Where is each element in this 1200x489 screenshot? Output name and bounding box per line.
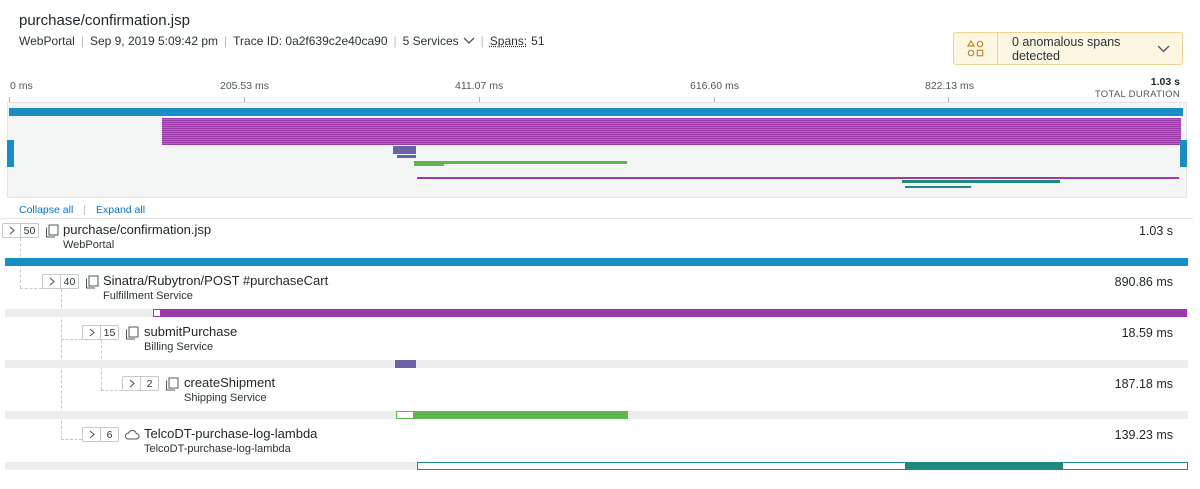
minimap-span (393, 146, 416, 154)
trace-id: Trace ID: 0a2f639c2e40ca90 (233, 34, 388, 48)
tree-connector (20, 288, 42, 289)
chevron-down-icon (1157, 45, 1170, 52)
span-name[interactable]: createShipment (184, 375, 276, 390)
anomalous-spans-dropdown[interactable]: 0 anomalous spans detected (953, 32, 1183, 65)
document-stack-icon (45, 224, 59, 238)
expand-all-link[interactable]: Expand all (96, 204, 146, 216)
axis-tick-label: 616.60 ms (690, 80, 740, 92)
axis-tick-label: 411.07 ms (455, 80, 504, 92)
span-track (5, 360, 1188, 368)
minimap-right-handle[interactable] (1180, 140, 1187, 167)
minimap-span (905, 186, 971, 188)
services-dropdown[interactable]: 5 Services (403, 34, 475, 48)
minimap-span-root (9, 108, 1183, 116)
span-name[interactable]: TelcoDT-purchase-log-lambda (144, 426, 318, 441)
child-count: 2 (146, 377, 153, 390)
span-service: Shipping Service (184, 392, 267, 404)
document-stack-icon (125, 326, 139, 340)
trace-timestamp: Sep 9, 2019 5:09:42 pm (89, 34, 219, 48)
span-bar[interactable] (414, 411, 628, 419)
tree-actions: Collapse all | Expand all (19, 204, 145, 216)
page-title: purchase/confirmation.jsp (19, 12, 190, 29)
total-duration-label: TOTAL DURATION (1094, 89, 1180, 100)
minimap-span-block (162, 118, 1181, 145)
span-expand-button[interactable]: 50 (2, 223, 39, 238)
spans-label[interactable]: Spans: (489, 34, 528, 48)
chevron-right-icon (43, 275, 61, 288)
child-count: 15 (103, 326, 116, 339)
tree-connector (101, 390, 122, 391)
chevron-right-icon (83, 326, 101, 339)
span-expand-button[interactable]: 40 (42, 274, 79, 289)
tree-connector (61, 339, 82, 340)
span-duration: 187.18 ms (1114, 377, 1173, 391)
divider: | (393, 34, 397, 48)
spans-count: 51 (531, 34, 545, 48)
span-duration: 18.59 ms (1121, 326, 1173, 340)
span-duration: 1.03 s (1138, 224, 1173, 238)
document-stack-icon (165, 377, 179, 391)
span-duration: 890.86 ms (1114, 275, 1173, 289)
anomaly-icon (954, 33, 998, 64)
child-count: 40 (63, 275, 76, 288)
axis-tick-label: 205.53 ms (220, 80, 270, 92)
divider: | (80, 34, 84, 48)
span-bar[interactable] (905, 462, 1063, 470)
span-expand-button[interactable]: 2 (122, 376, 159, 391)
minimap-span (417, 177, 1179, 179)
app-name: WebPortal (19, 34, 75, 48)
anomalous-spans-label: 0 anomalous spans detected (1012, 34, 1121, 63)
cloud-icon (124, 428, 140, 442)
tree-connector (61, 439, 82, 440)
axis-tick-label: 0 ms (10, 80, 33, 92)
axis-tick-label: 822.13 ms (925, 80, 975, 92)
minimap-span (902, 180, 1060, 183)
span-bar-wait (396, 411, 414, 419)
span-bar-wait (417, 462, 1188, 470)
child-count: 50 (23, 224, 36, 237)
trace-minimap[interactable] (7, 102, 1187, 198)
divider: | (480, 34, 484, 48)
minimap-left-handle[interactable] (7, 140, 14, 167)
span-bar[interactable] (160, 309, 1187, 317)
span-expand-button[interactable]: 15 (82, 325, 119, 340)
minimap-span (414, 161, 627, 164)
span-name[interactable]: Sinatra/Rubytron/POST #purchaseCart (103, 273, 329, 288)
axis-tick (948, 97, 949, 103)
span-duration: 139.23 ms (1114, 428, 1173, 442)
child-count: 6 (106, 428, 113, 441)
chevron-right-icon (3, 224, 21, 237)
total-duration-value: 1.03 s (1150, 76, 1180, 88)
span-service: TelcoDT-purchase-log-lambda (144, 443, 291, 455)
chevron-right-icon (123, 377, 141, 390)
axis-tick (244, 97, 245, 103)
span-bar[interactable] (395, 360, 416, 368)
divider: | (224, 34, 228, 48)
collapse-all-link[interactable]: Collapse all (19, 204, 74, 216)
chevron-down-icon (463, 37, 475, 44)
document-stack-icon (85, 275, 99, 289)
span-bar[interactable] (5, 258, 1188, 266)
span-service: WebPortal (63, 239, 115, 251)
span-expand-button[interactable]: 6 (82, 427, 119, 442)
minimap-span (414, 164, 444, 166)
axis-tick (714, 97, 715, 103)
axis-tick (479, 97, 480, 103)
span-service: Billing Service (144, 341, 214, 353)
chevron-right-icon (83, 428, 101, 441)
span-name[interactable]: purchase/confirmation.jsp (63, 222, 212, 237)
minimap-span (397, 155, 416, 158)
span-service: Fulfillment Service (103, 290, 193, 302)
trace-meta: WebPortal | Sep 9, 2019 5:09:42 pm | Tra… (19, 34, 545, 48)
divider: | (83, 204, 87, 216)
axis-tick (9, 97, 10, 103)
services-label: 5 Services (402, 34, 459, 48)
span-name[interactable]: submitPurchase (144, 324, 238, 339)
divider (0, 218, 1193, 219)
